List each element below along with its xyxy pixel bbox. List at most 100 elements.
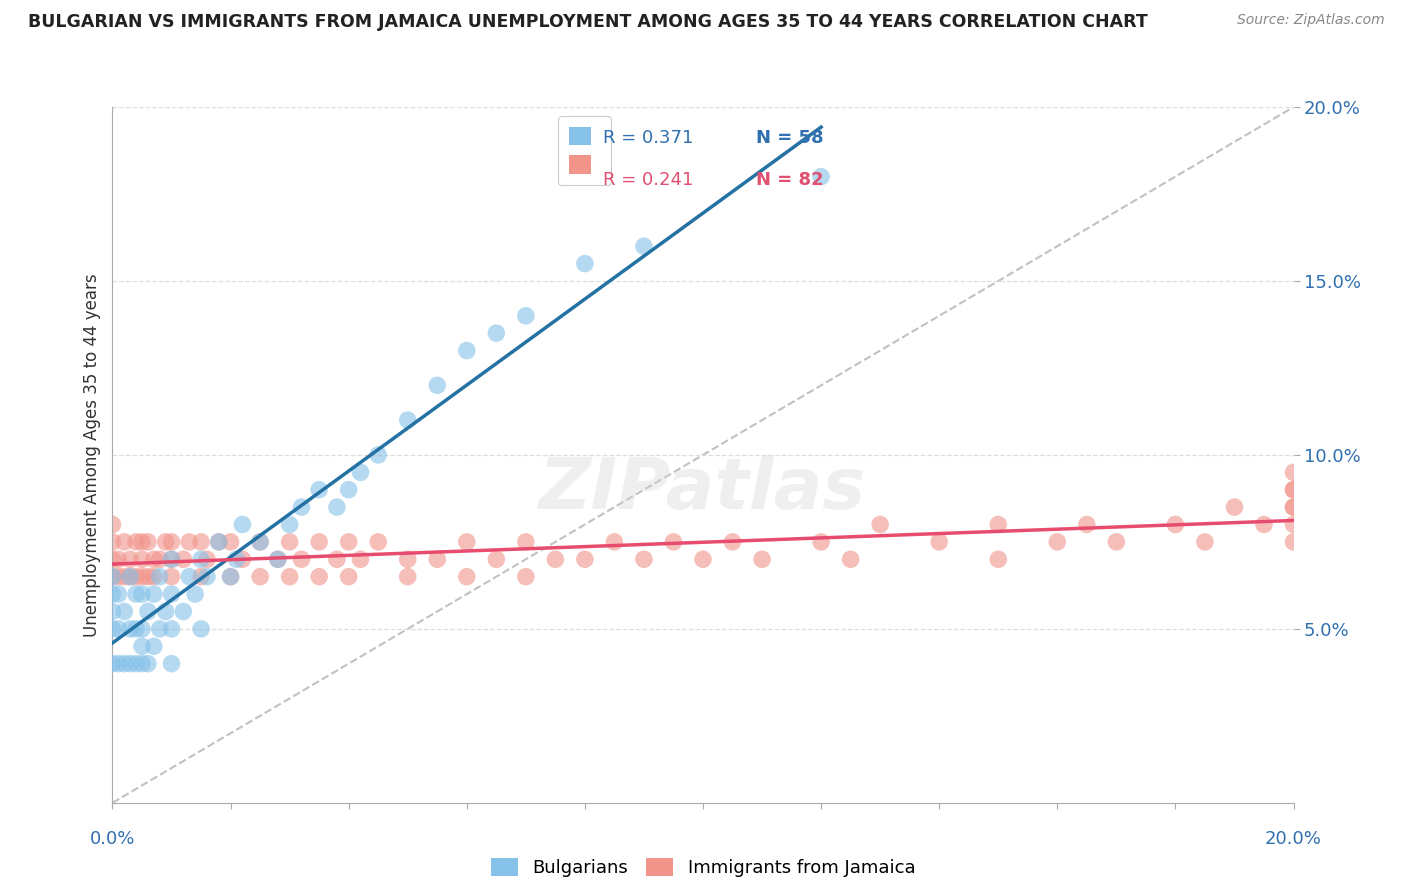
Point: [142, 552, 165, 566]
Point: [101, 657, 124, 671]
Point: [426, 378, 449, 392]
Point: [160, 622, 183, 636]
Point: [107, 587, 129, 601]
Point: [1164, 517, 1187, 532]
Point: [810, 169, 832, 184]
Legend: Bulgarians, Immigrants from Jamaica: Bulgarians, Immigrants from Jamaica: [484, 850, 922, 884]
Text: Source: ZipAtlas.com: Source: ZipAtlas.com: [1237, 13, 1385, 28]
Point: [278, 517, 301, 532]
Point: [225, 552, 247, 566]
Point: [810, 534, 832, 549]
Point: [349, 552, 371, 566]
Point: [125, 657, 148, 671]
Point: [160, 534, 183, 549]
Point: [136, 570, 159, 584]
Point: [1076, 517, 1098, 532]
Point: [101, 605, 124, 619]
Point: [1282, 466, 1305, 480]
Point: [574, 552, 596, 566]
Point: [1223, 500, 1246, 514]
Point: [142, 570, 165, 584]
Point: [101, 570, 124, 584]
Point: [1282, 500, 1305, 514]
Point: [149, 552, 172, 566]
Point: [1046, 534, 1069, 549]
Point: [839, 552, 862, 566]
Point: [1282, 517, 1305, 532]
Point: [633, 239, 655, 253]
Point: [190, 534, 212, 549]
Point: [160, 552, 183, 566]
Point: [101, 552, 124, 566]
Point: [184, 587, 207, 601]
Point: [179, 570, 201, 584]
Point: [131, 587, 153, 601]
Point: [326, 552, 349, 566]
Point: [290, 500, 312, 514]
Point: [367, 448, 389, 462]
Point: [131, 657, 153, 671]
Point: [112, 605, 135, 619]
Point: [278, 570, 301, 584]
Point: [1253, 517, 1275, 532]
Point: [219, 570, 242, 584]
Point: [456, 343, 478, 358]
Point: [107, 570, 129, 584]
Point: [396, 570, 419, 584]
Point: [426, 552, 449, 566]
Point: [326, 500, 349, 514]
Point: [195, 570, 218, 584]
Point: [107, 657, 129, 671]
Point: [456, 570, 478, 584]
Point: [219, 570, 242, 584]
Point: [131, 570, 153, 584]
Point: [208, 534, 231, 549]
Point: [120, 657, 142, 671]
Point: [101, 587, 124, 601]
Point: [219, 534, 242, 549]
Point: [249, 534, 271, 549]
Point: [125, 587, 148, 601]
Point: [172, 552, 194, 566]
Point: [231, 517, 253, 532]
Point: [112, 570, 135, 584]
Point: [149, 570, 172, 584]
Point: [662, 534, 685, 549]
Point: [142, 639, 165, 653]
Point: [160, 657, 183, 671]
Point: [485, 326, 508, 340]
Point: [101, 534, 124, 549]
Point: [721, 534, 744, 549]
Point: [396, 413, 419, 427]
Point: [515, 534, 537, 549]
Point: [101, 570, 124, 584]
Text: 20.0%: 20.0%: [1265, 830, 1322, 847]
Point: [131, 622, 153, 636]
Text: ZIPatlas: ZIPatlas: [540, 455, 866, 524]
Point: [603, 534, 626, 549]
Point: [101, 622, 124, 636]
Point: [112, 657, 135, 671]
Point: [869, 517, 891, 532]
Point: [149, 622, 172, 636]
Point: [367, 534, 389, 549]
Point: [131, 639, 153, 653]
Point: [160, 552, 183, 566]
Point: [101, 517, 124, 532]
Point: [195, 552, 218, 566]
Point: [396, 552, 419, 566]
Point: [131, 552, 153, 566]
Point: [249, 534, 271, 549]
Point: [1282, 483, 1305, 497]
Point: [290, 552, 312, 566]
Point: [267, 552, 290, 566]
Point: [136, 605, 159, 619]
Point: [231, 552, 253, 566]
Point: [120, 570, 142, 584]
Point: [120, 622, 142, 636]
Text: 0.0%: 0.0%: [90, 830, 135, 847]
Point: [751, 552, 773, 566]
Point: [120, 552, 142, 566]
Text: R = 0.241: R = 0.241: [603, 171, 693, 189]
Point: [308, 534, 330, 549]
